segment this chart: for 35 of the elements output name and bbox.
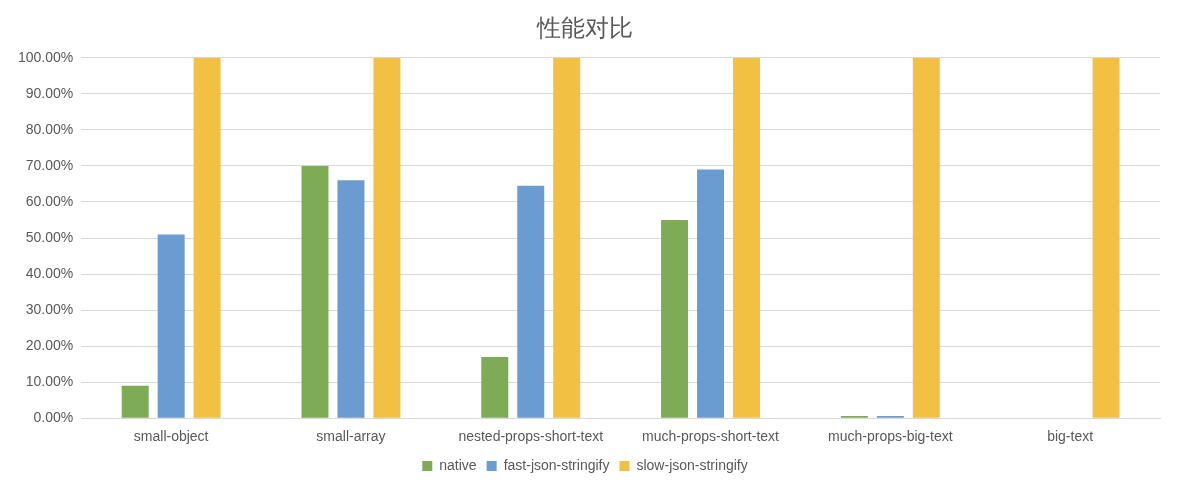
y-tick-label: 50.00% bbox=[25, 228, 74, 245]
x-tick-label: small-object bbox=[133, 428, 209, 445]
bar bbox=[733, 57, 760, 418]
y-tick-label: 90.00% bbox=[25, 84, 74, 101]
y-tick-label: 40.00% bbox=[25, 264, 74, 281]
legend-label: slow-json-stringify bbox=[636, 456, 748, 473]
y-tick-label: 20.00% bbox=[25, 336, 74, 353]
x-tick-label: small-array bbox=[316, 428, 386, 445]
bar bbox=[1092, 57, 1120, 418]
x-tick-label: much-props-short-text bbox=[642, 428, 780, 445]
bar bbox=[481, 356, 509, 418]
bar bbox=[373, 57, 401, 418]
bar bbox=[517, 185, 545, 418]
y-tick-label: 70.00% bbox=[25, 156, 74, 173]
y-tick-label: 100.00% bbox=[17, 48, 74, 65]
y-tick-label: 30.00% bbox=[25, 300, 74, 317]
bar bbox=[301, 165, 329, 418]
bar bbox=[697, 169, 725, 418]
legend-label: native bbox=[439, 456, 477, 473]
bar bbox=[193, 57, 221, 418]
y-tick-label: 10.00% bbox=[25, 373, 74, 390]
bar bbox=[157, 234, 185, 418]
x-tick-label: big-text bbox=[1047, 428, 1094, 445]
x-tick-label: nested-props-short-text bbox=[458, 428, 604, 445]
y-tick-label: 60.00% bbox=[25, 192, 74, 209]
y-tick-label: 80.00% bbox=[25, 120, 74, 137]
chart-title: 性能对比 bbox=[536, 13, 633, 42]
bar bbox=[121, 385, 149, 418]
y-tick-label: 0.00% bbox=[33, 409, 74, 426]
bar bbox=[912, 57, 940, 418]
x-tick-label: much-props-big-text bbox=[828, 428, 953, 445]
bar bbox=[661, 219, 689, 418]
legend-label: fast-json-stringify bbox=[503, 456, 610, 473]
bar bbox=[553, 57, 581, 418]
bar bbox=[337, 180, 365, 418]
